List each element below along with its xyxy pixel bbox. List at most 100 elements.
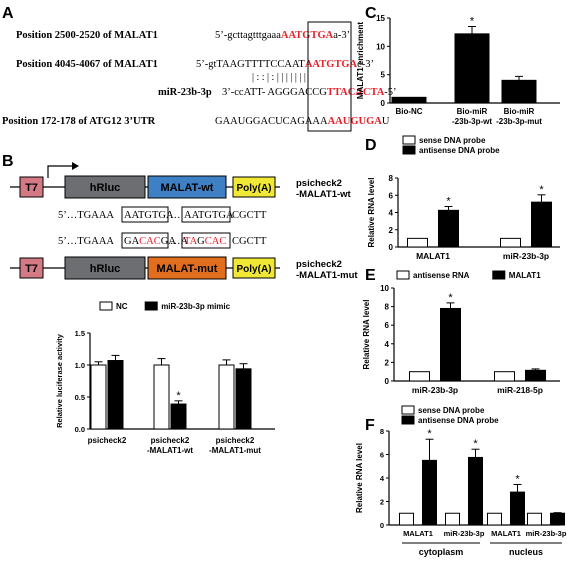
significance-asterisk: * (448, 292, 453, 304)
legend-label: sense DNA probe (418, 406, 485, 415)
svg-text:hRluc: hRluc (90, 182, 121, 194)
y-tick-label: 5 (381, 71, 386, 80)
hrluc-box-mut (64, 256, 146, 280)
y-axis-label: Relative RNA level (355, 443, 364, 513)
group-label: cytoplasm (419, 547, 464, 557)
svg-text:-MALAT1-wt: -MALAT1-wt (296, 189, 352, 200)
legend-swatch (144, 301, 158, 311)
svg-text:5’…TGAAA: 5’…TGAAA (58, 210, 114, 221)
category-label: MALAT1 (403, 529, 433, 538)
bar (440, 307, 461, 382)
malat-mut-box (147, 256, 227, 280)
bar (235, 368, 252, 430)
svg-text:CGCTT: CGCTT (232, 210, 267, 221)
bar (531, 201, 552, 248)
significance-asterisk: * (470, 16, 475, 28)
category-label: miR-23b-3p (412, 385, 458, 395)
row-label-4: Position 172-178 of ATG12 3’UTR (2, 116, 156, 127)
y-tick-label: 15 (376, 14, 385, 23)
legend-label: NC (116, 302, 128, 311)
svg-text:CGCTT: CGCTT (232, 236, 267, 247)
row-label-2: Position 4045-4067 of MALAT1 (16, 59, 158, 70)
svg-text:MALAT-mut: MALAT-mut (157, 263, 218, 275)
y-tick-label: 0 (381, 99, 386, 108)
chart-e-rna-level: 0 2 4 6 8 10 Relative RNA level * miR-23b-3p miR-… (362, 270, 560, 395)
legend-label: MALAT1 (509, 271, 541, 280)
bar (170, 403, 187, 430)
legend-swatch (402, 135, 416, 145)
panel-letter-c: C (365, 5, 377, 22)
bar (90, 364, 107, 430)
sequence-wt: 5’…TGAAA AATGTGA … AATGTGA CGCTT (58, 206, 267, 223)
significance-asterisk: * (427, 428, 432, 440)
y-tick-label: 6 (389, 191, 394, 200)
bar (527, 512, 542, 526)
bar (153, 364, 170, 430)
legend-label: miR-23b-3p mimic (161, 302, 230, 311)
bar (468, 456, 483, 526)
y-tick-label: 8 (385, 303, 390, 312)
row-label-3: miR-23b-3p (158, 87, 212, 98)
category-label: miR-23b-3p (526, 529, 567, 538)
category-label: miR-218-5p (497, 385, 543, 395)
legend-swatch (401, 405, 415, 415)
y-axis-label: Relative luciferase activity (55, 333, 64, 428)
malat-wt-box (147, 175, 227, 199)
svg-text:Poly(A): Poly(A) (237, 264, 272, 275)
panel-letter-f: F (365, 417, 375, 434)
bar (487, 512, 502, 526)
legend-label: sense DNA probe (419, 136, 486, 145)
panel-letter-a: A (2, 5, 14, 22)
significance-asterisk: * (539, 184, 544, 196)
chart-b-luciferase: 0.0 0.5 1.0 1.5 Relative luciferase activity… (55, 301, 275, 455)
svg-text:…: … (170, 210, 181, 221)
svg-text:…A: …A (170, 236, 189, 247)
bar (107, 360, 124, 430)
y-tick-label: 0.0 (75, 425, 85, 434)
panel-a: A Position 2500-2520 of MALAT1 Position … (2, 5, 397, 132)
y-tick-label: 1.5 (75, 329, 85, 338)
y-axis-label: Relative RNA level (362, 300, 371, 370)
svg-text:psicheck2: psicheck2 (296, 178, 342, 189)
svg-text:Poly(A): Poly(A) (237, 183, 272, 194)
bar (500, 237, 521, 248)
legend-label: antisense RNA (413, 271, 470, 280)
bar (407, 237, 428, 248)
svg-text:AATGTGA: AATGTGA (124, 210, 174, 221)
bar (391, 96, 427, 104)
panel-letter-b: B (2, 153, 14, 170)
category-label: psicheck2 (88, 436, 127, 445)
construct-wt: T7 hRluc MALAT-wt Poly(A) psicheck2 -MAL… (10, 162, 352, 200)
y-tick-label: 2 (380, 498, 384, 507)
sequence-3: 3’-ccATT- AGGGACCGTTACACTA-5’ (222, 87, 397, 98)
y-tick-label: 2 (385, 358, 390, 367)
bar (399, 512, 414, 526)
y-axis-label: Relative RNA level (367, 178, 376, 248)
y-tick-label: 4 (385, 340, 390, 349)
bar (422, 459, 437, 526)
y-tick-label: 6 (380, 451, 384, 460)
significance-asterisk: * (446, 195, 451, 207)
significance-asterisk: * (176, 390, 181, 402)
sequence-1: 5’-gcttagtttgaaaAATGTGAa-3’ (215, 30, 350, 41)
category-label: psicheck2 (216, 436, 255, 445)
category-label: -MALAT1-mut (209, 446, 261, 455)
construct-mut: T7 hRluc MALAT-mut Poly(A) psicheck2 -MA… (10, 256, 358, 281)
bar (218, 364, 235, 430)
legend-swatch (492, 270, 506, 280)
legend-swatch (99, 301, 113, 311)
t7-box (19, 176, 44, 198)
svg-text:AATGTGA: AATGTGA (184, 210, 234, 221)
y-tick-label: 4 (380, 474, 385, 483)
bar (494, 371, 515, 382)
svg-text:-MALAT1-mut: -MALAT1-mut (296, 270, 358, 281)
y-tick-label: 10 (380, 284, 389, 293)
panel-letter-d: D (365, 137, 377, 154)
bar (550, 512, 565, 526)
row-label-1: Position 2500-2520 of MALAT1 (16, 30, 158, 41)
y-tick-label: 4 (389, 209, 394, 218)
significance-asterisk: * (473, 438, 478, 450)
significance-asterisk: * (515, 473, 520, 485)
category-label: miR-23b-3p (503, 251, 549, 261)
